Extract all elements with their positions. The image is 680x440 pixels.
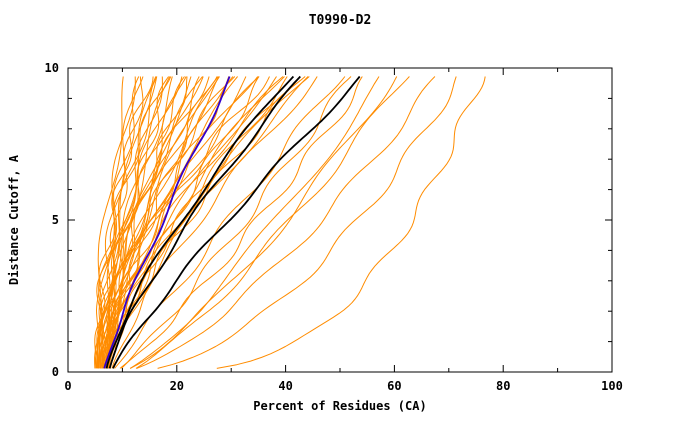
x-tick-label: 100: [601, 379, 623, 393]
orange-model-line: [111, 76, 318, 369]
x-tick-label: 40: [278, 379, 292, 393]
blue-model-line: [103, 76, 231, 369]
orange-model-line: [94, 76, 172, 369]
orange-model-line: [121, 76, 352, 369]
chart-title: T0990-D2: [309, 13, 372, 28]
orange-model-line: [102, 76, 259, 369]
x-tick-label: 80: [496, 379, 510, 393]
y-axis-label: Distance Cutoff, A: [7, 154, 21, 285]
orange-model-line: [98, 76, 144, 369]
orange-model-line: [100, 76, 204, 369]
orange-model-line: [109, 76, 260, 369]
orange-model-line: [119, 76, 363, 369]
black-model-line: [108, 75, 301, 369]
x-axis-label: Percent of Residues (CA): [253, 399, 426, 413]
black-model-line: [105, 75, 295, 369]
orange-model-line: [105, 76, 260, 369]
orange-model-line: [103, 76, 284, 369]
plot-layers: 0 20 40 60 80 100 0 5 10: [45, 61, 623, 393]
x-tick-label: 20: [170, 379, 184, 393]
x-tick-label: 0: [64, 379, 71, 393]
orange-model-line: [98, 76, 157, 369]
orange-model-line: [110, 76, 301, 369]
black-model-line: [112, 75, 361, 369]
orange-model-line: [157, 76, 457, 369]
orange-model-line: [94, 76, 154, 369]
orange-model-line: [216, 76, 486, 369]
orange-model-line: [104, 76, 306, 369]
orange-model-line: [108, 76, 285, 369]
orange-model-line: [101, 76, 270, 369]
x-tick-label: 60: [387, 379, 401, 393]
orange-model-line: [98, 76, 210, 369]
y-tick-label: 0: [52, 365, 59, 379]
orange-model-line: [106, 76, 310, 369]
y-tick-label: 10: [45, 61, 59, 75]
orange-model-line: [101, 76, 203, 369]
orange-model-line: [136, 76, 436, 369]
y-tick-label: 5: [52, 213, 59, 227]
orange-model-line: [129, 76, 398, 369]
orange-model-line: [135, 76, 410, 369]
orange-model-line: [105, 76, 218, 369]
